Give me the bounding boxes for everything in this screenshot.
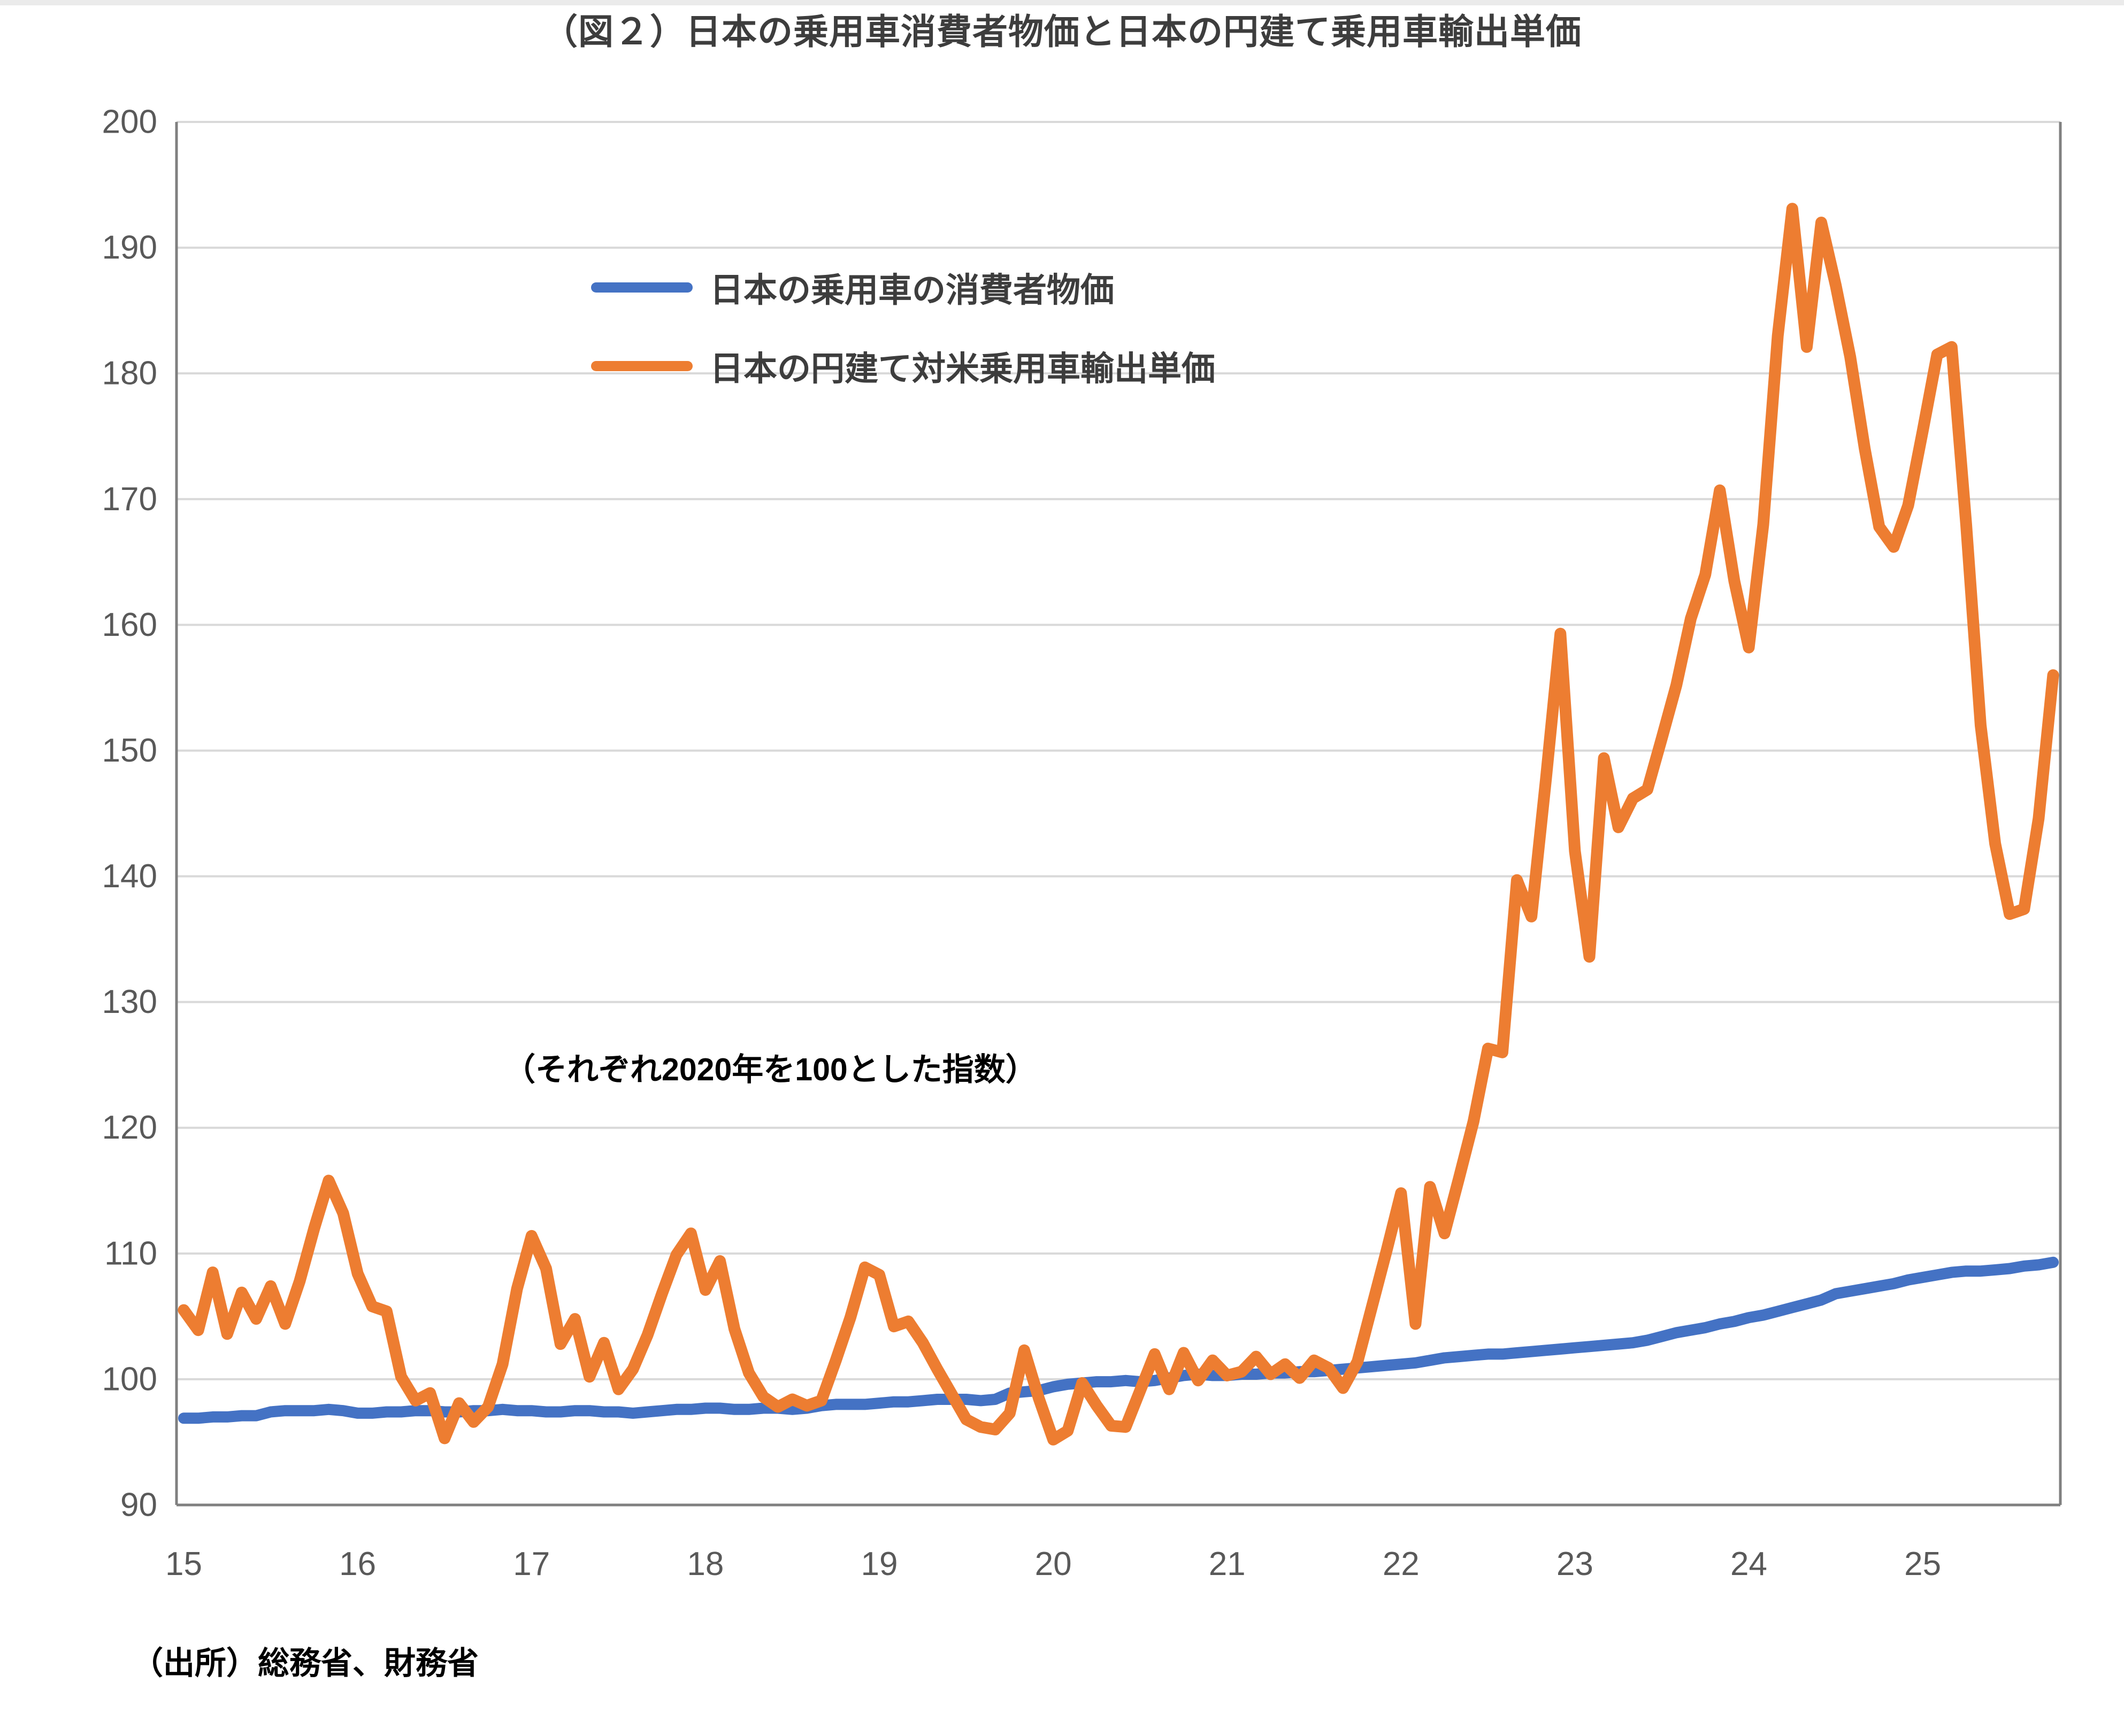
legend-swatch-cpi (591, 282, 693, 293)
x-tick-label: 18 (687, 1546, 724, 1583)
y-tick-label: 180 (102, 355, 157, 392)
legend-swatch-export (591, 361, 693, 371)
legend-item-export: 日本の円建て対米乗用車輸出単価 (591, 342, 1215, 390)
x-tick-label: 17 (513, 1546, 550, 1583)
y-tick-label: 190 (102, 229, 157, 266)
y-tick-label: 160 (102, 606, 157, 643)
x-tick-label: 15 (165, 1546, 202, 1583)
legend-item-cpi: 日本の乗用車の消費者物価 (591, 263, 1215, 312)
y-tick-label: 130 (102, 984, 157, 1020)
x-tick-label: 23 (1556, 1546, 1593, 1583)
x-tick-label: 16 (339, 1546, 376, 1583)
x-tick-label: 24 (1730, 1546, 1767, 1583)
legend-label-cpi: 日本の乗用車の消費者物価 (710, 272, 1114, 309)
chart-title: （図２）日本の乗用車消費者物価と日本の円建て乗用車輸出単価 (542, 12, 1582, 51)
index-base-annotation: （それぞれ2020年を100とした指数） (504, 1052, 1037, 1087)
x-tick-label: 20 (1035, 1546, 1072, 1583)
y-tick-label: 150 (102, 732, 157, 769)
y-tick-label: 140 (102, 858, 157, 895)
x-tick-label: 25 (1904, 1546, 1941, 1583)
window-top-strip (0, 0, 2124, 5)
source-note: （出所）総務省、財務省 (132, 1646, 479, 1681)
x-tick-label: 21 (1209, 1546, 1246, 1583)
y-tick-label: 90 (120, 1487, 157, 1524)
y-tick-label: 120 (102, 1109, 157, 1146)
export-unit-price-line (178, 203, 2059, 1446)
y-tick-label: 110 (104, 1235, 157, 1272)
legend: 日本の乗用車の消費者物価 日本の円建て対米乗用車輸出単価 (591, 263, 1215, 420)
x-tick-label: 19 (861, 1546, 898, 1583)
y-tick-label: 100 (102, 1361, 157, 1397)
x-tick-label: 22 (1383, 1546, 1420, 1583)
y-tick-label: 200 (102, 104, 157, 141)
cpi-consumer-price-line (178, 1256, 2059, 1424)
y-tick-label: 170 (102, 481, 157, 518)
legend-label-export: 日本の円建て対米乗用車輸出単価 (710, 350, 1215, 388)
